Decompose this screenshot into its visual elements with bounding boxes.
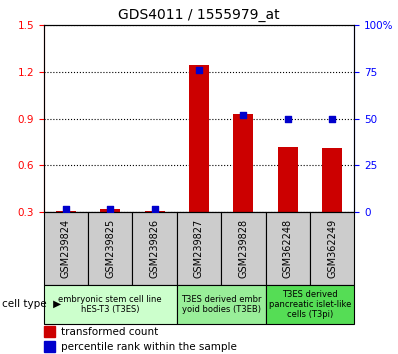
Bar — [44, 285, 177, 324]
Text: percentile rank within the sample: percentile rank within the sample — [61, 342, 237, 352]
Bar — [44, 212, 88, 285]
Bar — [265, 285, 354, 324]
Point — [63, 206, 69, 211]
Bar — [145, 211, 165, 259]
Bar — [177, 285, 265, 324]
Title: GDS4011 / 1555979_at: GDS4011 / 1555979_at — [118, 8, 280, 22]
Text: transformed count: transformed count — [61, 327, 158, 337]
Bar — [322, 148, 342, 259]
Text: T3ES derived embr
yoid bodies (T3EB): T3ES derived embr yoid bodies (T3EB) — [181, 295, 261, 314]
Text: cell type  ▶: cell type ▶ — [2, 299, 61, 309]
Bar — [221, 212, 265, 285]
Text: T3ES derived
pancreatic islet-like
cells (T3pi): T3ES derived pancreatic islet-like cells… — [269, 290, 351, 319]
Bar — [233, 114, 253, 259]
Point — [240, 112, 246, 118]
Text: GSM362249: GSM362249 — [327, 219, 337, 278]
Bar — [310, 212, 354, 285]
Bar — [265, 212, 310, 285]
Bar — [88, 212, 133, 285]
Text: GSM239827: GSM239827 — [194, 219, 204, 278]
Point — [152, 206, 158, 211]
Point — [107, 206, 113, 211]
Bar — [44, 326, 55, 337]
Point — [329, 116, 335, 121]
Text: embryonic stem cell line
hES-T3 (T3ES): embryonic stem cell line hES-T3 (T3ES) — [59, 295, 162, 314]
Text: GSM239825: GSM239825 — [105, 219, 115, 278]
Bar — [189, 65, 209, 259]
Bar — [56, 211, 76, 259]
Bar — [44, 341, 55, 353]
Text: GSM239826: GSM239826 — [150, 219, 160, 278]
Point — [196, 67, 202, 73]
Point — [285, 116, 291, 121]
Text: GSM362248: GSM362248 — [283, 219, 293, 278]
Bar — [177, 212, 221, 285]
Text: GSM239824: GSM239824 — [61, 219, 71, 278]
Bar — [133, 212, 177, 285]
Bar — [278, 147, 298, 259]
Bar — [100, 209, 120, 259]
Text: GSM239828: GSM239828 — [238, 219, 248, 278]
